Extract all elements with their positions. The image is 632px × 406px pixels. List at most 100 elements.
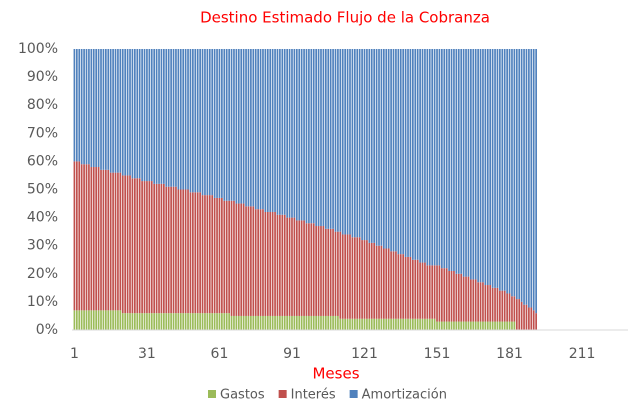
bar-segment bbox=[443, 49, 446, 269]
bar-segment bbox=[395, 49, 397, 252]
bar-segment bbox=[361, 240, 363, 319]
bar-segment bbox=[225, 200, 228, 314]
bar-segment bbox=[532, 49, 535, 311]
bar-segment bbox=[416, 259, 419, 319]
x-tick-label: 1 bbox=[70, 346, 79, 362]
bar-segment bbox=[353, 49, 356, 238]
bar-segment bbox=[78, 49, 81, 162]
bar-segment bbox=[421, 49, 424, 263]
bar-segment bbox=[271, 49, 274, 212]
bar-segment bbox=[184, 49, 187, 190]
y-tick-label: 40% bbox=[27, 210, 58, 226]
bar-segment bbox=[441, 321, 443, 330]
bar-segment bbox=[506, 49, 508, 294]
bar-segment bbox=[134, 313, 136, 330]
bar-segment bbox=[387, 49, 390, 249]
bar-segment bbox=[419, 262, 421, 319]
bar-segment bbox=[254, 315, 257, 330]
bar-segment bbox=[80, 49, 83, 165]
y-tick-label: 70% bbox=[27, 125, 58, 141]
bar-segment bbox=[501, 49, 504, 291]
bar-segment bbox=[467, 321, 470, 330]
bar-segment bbox=[119, 172, 122, 311]
bar-segment bbox=[104, 310, 107, 330]
bar-segment bbox=[322, 315, 325, 330]
bar-segment bbox=[375, 245, 378, 319]
bar-segment bbox=[404, 256, 407, 319]
bar-segment bbox=[279, 214, 281, 316]
bar-segment bbox=[266, 49, 269, 212]
bar-segment bbox=[312, 223, 315, 316]
bar-segment bbox=[73, 161, 76, 311]
bar-segment bbox=[112, 310, 114, 330]
bar-segment bbox=[438, 49, 441, 266]
bar-segment bbox=[257, 209, 259, 316]
bar-segment bbox=[216, 313, 218, 330]
bar-segment bbox=[387, 248, 390, 319]
bar-segment bbox=[334, 231, 337, 316]
bar-segment bbox=[201, 49, 204, 196]
bar-segment bbox=[252, 49, 255, 207]
bar-segment bbox=[305, 49, 308, 224]
bar-segment bbox=[506, 293, 508, 322]
bar-segment bbox=[332, 228, 334, 316]
bar-segment bbox=[254, 209, 257, 316]
bar-segment bbox=[262, 315, 264, 330]
bar-segment bbox=[240, 49, 243, 204]
bar-segment bbox=[353, 237, 356, 319]
bar-segment bbox=[75, 161, 78, 311]
bar-segment bbox=[402, 318, 405, 330]
bar-segment bbox=[489, 49, 492, 286]
bar-segment bbox=[85, 310, 88, 330]
bar-segment bbox=[426, 49, 429, 266]
bar-segment bbox=[329, 49, 332, 229]
bar-segment bbox=[455, 321, 458, 330]
bar-segment bbox=[194, 49, 197, 193]
bar-segment bbox=[177, 189, 180, 314]
bar-segment bbox=[138, 49, 141, 179]
bar-segment bbox=[199, 192, 201, 314]
bar-segment bbox=[436, 265, 438, 322]
bar-segment bbox=[100, 49, 102, 170]
bar-segment bbox=[100, 169, 102, 311]
bar-segment bbox=[470, 49, 472, 280]
bar-segment bbox=[368, 318, 371, 330]
bar-segment bbox=[353, 318, 356, 330]
bar-segment bbox=[428, 265, 431, 319]
bar-segment bbox=[281, 49, 284, 215]
bar-segment bbox=[150, 313, 153, 330]
bar-segment bbox=[361, 318, 363, 330]
bar-segment bbox=[433, 318, 436, 330]
bar-segment bbox=[392, 318, 395, 330]
bar-segment bbox=[262, 209, 264, 316]
bar-segment bbox=[508, 49, 511, 294]
bar-segment bbox=[341, 318, 344, 330]
bar-segment bbox=[153, 313, 156, 330]
bar-segment bbox=[150, 181, 153, 314]
y-tick-label: 0% bbox=[36, 322, 58, 338]
bar-segment bbox=[322, 49, 325, 227]
bar-segment bbox=[470, 321, 472, 330]
bar-segment bbox=[508, 293, 511, 322]
bar-segment bbox=[363, 240, 366, 319]
bar-segment bbox=[143, 313, 146, 330]
legend-label: Gastos bbox=[220, 388, 265, 403]
bar-segment bbox=[334, 315, 337, 330]
bar-segment bbox=[419, 318, 421, 330]
bar-segment bbox=[366, 318, 368, 330]
bar-segment bbox=[332, 315, 334, 330]
bar-segment bbox=[298, 220, 301, 316]
bar-segment bbox=[448, 270, 450, 322]
bar-segment bbox=[109, 310, 112, 330]
bar-segment bbox=[308, 315, 310, 330]
bar-segment bbox=[129, 313, 131, 330]
bar-segment bbox=[276, 315, 279, 330]
bar-segment bbox=[223, 200, 226, 314]
bar-segment bbox=[136, 313, 139, 330]
bar-segment bbox=[332, 49, 334, 229]
x-tick-label: 211 bbox=[569, 346, 596, 362]
legend-label: Amortización bbox=[362, 388, 447, 403]
bar-segment bbox=[477, 282, 479, 322]
bar-segment bbox=[291, 49, 293, 218]
